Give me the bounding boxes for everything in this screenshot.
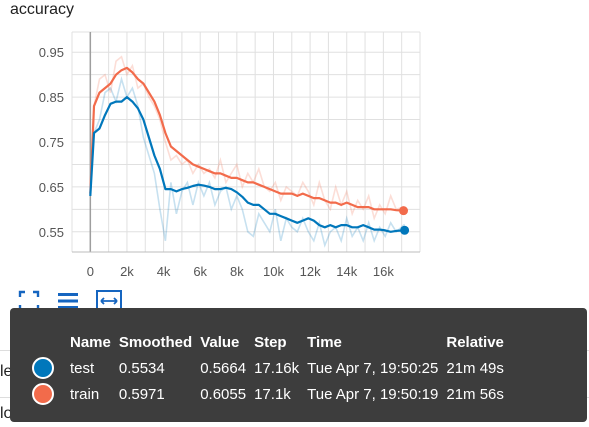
header-time: Time [307, 334, 342, 351]
x-tick-label: 16k [373, 264, 394, 279]
run-color-swatch [32, 357, 54, 379]
x-tick-label: 0 [87, 264, 94, 279]
raw-series-layer [89, 55, 406, 248]
x-tick-label: 14k [336, 264, 357, 279]
run-name: train [70, 385, 100, 403]
run-values-tooltip: Name Smoothed Value Step Time Relative t… [10, 308, 587, 422]
run-time: Tue Apr 7, 19:50:19 [307, 385, 439, 403]
run-values-table: Name Smoothed Value Step Time Relative t… [32, 330, 512, 407]
series-train-smoothed-line [89, 66, 404, 212]
header-name: Name [70, 334, 111, 351]
run-value: 0.6055 [200, 385, 247, 403]
axis-layer [72, 32, 420, 253]
x-tick-label: 10k [263, 264, 284, 279]
y-tick-label: 0.55 [39, 225, 64, 240]
table-row: test 0.5534 0.5664 17.16k Tue Apr 7, 19:… [32, 355, 512, 381]
tick-label-layer: 0 2k 4k 6k 8k 10k 12k 14k 16k 0.55 0.65 0.75 0.85 0.9… [39, 45, 395, 279]
smoothed-series-layer [89, 66, 405, 233]
run-swatch-cell [32, 381, 70, 407]
run-color-swatch [32, 383, 54, 405]
table-header-row: Name Smoothed Value Step Time Relative [32, 330, 512, 355]
series-test-endpoint-marker [400, 225, 410, 235]
endpoint-marker-layer [399, 206, 410, 235]
run-smoothed: 0.5534 [118, 359, 165, 377]
accuracy-chart[interactable]: 0 2k 4k 6k 8k 10k 12k 14k 16k 0.55 0.65 0.75 0.85 0.9… [0, 0, 589, 290]
run-smoothed: 0.5971 [118, 385, 165, 403]
table-row: train 0.5971 0.6055 17.1k Tue Apr 7, 19:… [32, 381, 512, 407]
series-train-endpoint-marker [399, 206, 409, 216]
series-test-smoothed-line [89, 96, 405, 233]
x-tick-label: 6k [193, 264, 207, 279]
x-tick-label: 12k [300, 264, 321, 279]
x-tick-label: 2k [120, 264, 134, 279]
header-value: Value [200, 334, 240, 351]
header-step: Step [254, 334, 287, 351]
series-train-raw-line [89, 55, 404, 221]
fullscreen-icon[interactable] [17, 289, 41, 313]
run-swatch-cell [32, 355, 70, 381]
header-relative: Relative [446, 334, 504, 351]
swatch-header [32, 330, 70, 355]
run-value: 0.5664 [200, 359, 247, 377]
chart-title: accuracy [10, 1, 75, 18]
y-tick-label: 0.95 [39, 45, 64, 60]
y-tick-label: 0.65 [39, 180, 64, 195]
menu-lines-icon[interactable] [56, 289, 80, 313]
header-smoothed: Smoothed [118, 334, 193, 351]
run-step: 17.16k [254, 359, 300, 377]
run-step: 17.1k [254, 385, 291, 403]
run-relative: 21m 56s [446, 385, 504, 403]
x-tick-label: 4k [157, 264, 171, 279]
run-time: Tue Apr 7, 19:50:25 [307, 359, 439, 377]
y-tick-label: 0.85 [39, 90, 64, 105]
run-relative: 21m 49s [446, 359, 504, 377]
series-test-raw-line [89, 76, 406, 248]
y-tick-label: 0.75 [39, 135, 64, 150]
x-tick-label: 8k [230, 264, 244, 279]
run-name: test [70, 359, 95, 377]
